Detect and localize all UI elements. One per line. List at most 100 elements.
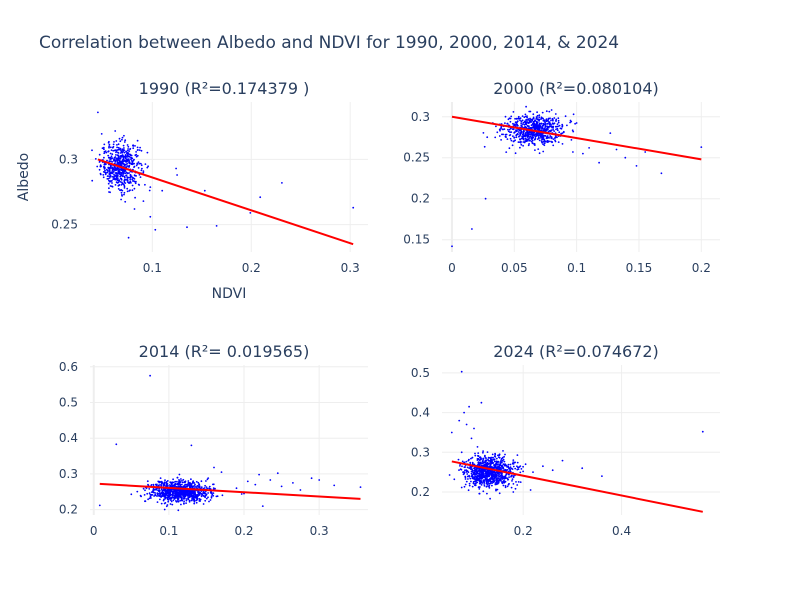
data-point (160, 480, 163, 483)
data-point (529, 126, 532, 129)
y-tick-label: 0.6 (59, 360, 78, 374)
data-point (508, 128, 511, 131)
data-point (538, 116, 541, 119)
data-point (470, 472, 473, 475)
data-point (529, 117, 531, 120)
data-point (504, 485, 507, 487)
data-point (498, 466, 501, 469)
data-point (195, 480, 198, 483)
data-point (120, 191, 123, 194)
data-point (473, 427, 475, 430)
data-point (524, 121, 527, 124)
data-point (495, 471, 498, 474)
data-point (522, 137, 525, 140)
data-point (136, 139, 139, 142)
data-point (119, 147, 121, 150)
data-point (507, 483, 510, 486)
data-point (111, 146, 114, 149)
data-point (193, 498, 196, 501)
data-point (122, 174, 124, 176)
data-point (486, 451, 489, 453)
data-point (486, 478, 489, 481)
data-point (514, 467, 517, 470)
data-point (554, 140, 557, 143)
data-point (553, 130, 556, 133)
data-point (144, 500, 147, 503)
data-point (475, 470, 478, 473)
data-point (700, 146, 703, 149)
data-point (160, 488, 163, 491)
data-point (200, 480, 203, 483)
data-point (105, 171, 107, 174)
data-point (516, 120, 519, 122)
data-point (180, 493, 183, 496)
data-point (469, 465, 472, 468)
data-point (462, 473, 465, 476)
data-point (475, 481, 477, 483)
data-point (516, 484, 519, 486)
data-point (181, 481, 184, 484)
data-point (550, 123, 552, 126)
data-point (106, 175, 109, 178)
data-point (542, 123, 545, 125)
data-point (171, 496, 174, 498)
data-point (180, 503, 182, 506)
data-point (545, 140, 547, 143)
data-point (701, 430, 704, 433)
data-point (496, 467, 499, 470)
data-point (458, 469, 460, 471)
data-point (214, 487, 216, 490)
data-point (115, 172, 118, 175)
data-point (157, 480, 160, 483)
data-point (167, 495, 170, 498)
data-point (125, 174, 128, 177)
data-point (488, 462, 491, 464)
data-point (529, 131, 531, 134)
data-point (126, 187, 129, 190)
data-point (536, 138, 539, 141)
data-point (510, 127, 512, 130)
data-point (177, 489, 180, 492)
data-point (478, 492, 481, 495)
data-point (503, 460, 506, 463)
data-point (508, 476, 510, 478)
data-point (490, 456, 493, 459)
data-point (509, 131, 511, 134)
data-point (129, 153, 132, 156)
data-point (168, 484, 171, 486)
data-point (538, 139, 541, 142)
data-point (210, 491, 213, 494)
data-point (142, 200, 145, 203)
data-point (534, 119, 536, 122)
data-point (495, 125, 497, 128)
data-point (510, 486, 513, 489)
data-point (548, 122, 551, 124)
data-point (489, 497, 491, 500)
data-point (177, 509, 180, 512)
data-point (98, 153, 101, 156)
data-point (192, 481, 194, 483)
data-point (117, 184, 120, 187)
data-point (485, 480, 488, 482)
data-point (281, 182, 283, 184)
data-point (169, 493, 171, 496)
data-point (111, 153, 114, 156)
data-point (489, 459, 492, 462)
data-point (176, 174, 179, 176)
data-point (526, 116, 528, 119)
data-point (561, 123, 564, 126)
data-point (542, 143, 544, 146)
data-point (470, 467, 472, 470)
data-point (126, 156, 128, 158)
data-point (235, 487, 238, 490)
data-point (482, 490, 485, 493)
data-point (132, 147, 135, 150)
data-point (103, 163, 106, 166)
data-point (468, 482, 471, 485)
data-point (107, 154, 110, 157)
data-point (501, 482, 504, 485)
data-point (124, 178, 126, 181)
data-point (108, 145, 110, 148)
data-point (502, 467, 505, 470)
data-point (116, 157, 119, 160)
